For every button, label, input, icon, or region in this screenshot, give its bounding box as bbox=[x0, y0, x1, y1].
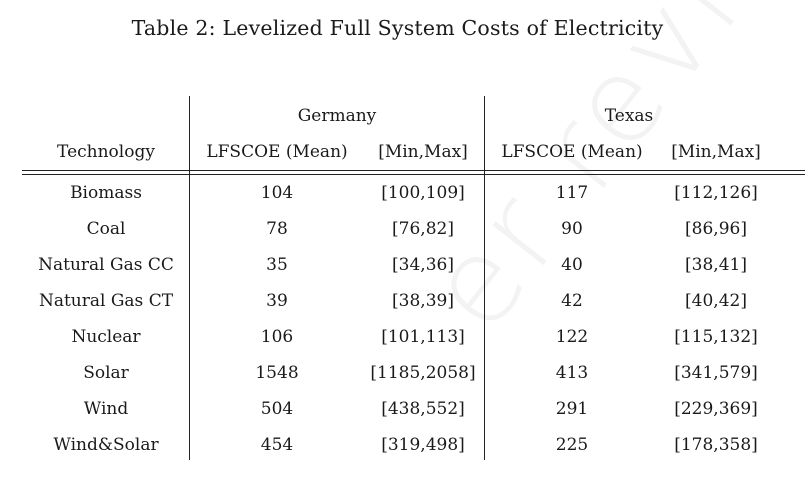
column-header-texas-range: [Min,Max] bbox=[671, 142, 761, 162]
column-header-texas-mean: LFSCOE (Mean) bbox=[501, 142, 643, 162]
cell-texas-mean: 117 bbox=[555, 183, 589, 203]
column-separator bbox=[484, 96, 486, 460]
cell-texas-mean: 122 bbox=[555, 327, 589, 347]
column-header-technology: Technology bbox=[57, 142, 155, 162]
cell-germany-range: [38,39] bbox=[392, 291, 454, 311]
cell-texas-mean: 291 bbox=[555, 399, 589, 419]
cell-texas-range: [112,126] bbox=[674, 183, 758, 203]
cell-technology: Coal bbox=[86, 219, 126, 239]
cell-technology: Natural Gas CT bbox=[38, 291, 174, 311]
cell-germany-mean: 104 bbox=[260, 183, 294, 203]
cell-texas-mean: 413 bbox=[555, 363, 589, 383]
cell-texas-range: [86,96] bbox=[685, 219, 747, 239]
column-header-germany-mean: LFSCOE (Mean) bbox=[206, 142, 348, 162]
cell-germany-range: [438,552] bbox=[381, 399, 465, 419]
cell-texas-range: [38,41] bbox=[685, 255, 747, 275]
cell-texas-mean: 90 bbox=[561, 219, 583, 239]
cell-germany-range: [319,498] bbox=[381, 435, 465, 455]
cell-texas-mean: 42 bbox=[561, 291, 583, 311]
cell-texas-range: [40,42] bbox=[685, 291, 747, 311]
header-rule-bottom bbox=[22, 174, 805, 176]
header-rule-top bbox=[22, 170, 805, 172]
group-header-texas: Texas bbox=[604, 106, 654, 126]
cell-texas-range: [115,132] bbox=[674, 327, 758, 347]
column-header-germany-range: [Min,Max] bbox=[378, 142, 468, 162]
cell-germany-mean: 39 bbox=[266, 291, 288, 311]
cell-germany-range: [76,82] bbox=[392, 219, 454, 239]
cell-technology: Wind&Solar bbox=[53, 435, 159, 455]
cell-technology: Natural Gas CC bbox=[38, 255, 174, 275]
cell-technology: Solar bbox=[83, 363, 129, 383]
cell-germany-mean: 106 bbox=[260, 327, 294, 347]
cell-germany-range: [1185,2058] bbox=[370, 363, 476, 383]
cell-texas-range: [229,369] bbox=[674, 399, 758, 419]
table-caption: Table 2: Levelized Full System Costs of … bbox=[131, 16, 664, 40]
cell-germany-range: [34,36] bbox=[392, 255, 454, 275]
cell-germany-mean: 35 bbox=[266, 255, 288, 275]
cell-germany-mean: 504 bbox=[260, 399, 294, 419]
column-separator bbox=[189, 96, 191, 460]
cell-texas-mean: 40 bbox=[561, 255, 583, 275]
group-header-germany: Germany bbox=[297, 106, 377, 126]
cell-texas-mean: 225 bbox=[555, 435, 589, 455]
cell-texas-range: [178,358] bbox=[674, 435, 758, 455]
cell-texas-range: [341,579] bbox=[674, 363, 758, 383]
cell-germany-range: [101,113] bbox=[381, 327, 465, 347]
cell-technology: Wind bbox=[83, 399, 129, 419]
cell-technology: Nuclear bbox=[71, 327, 141, 347]
cell-germany-range: [100,109] bbox=[381, 183, 465, 203]
cell-technology: Biomass bbox=[70, 183, 142, 203]
cell-germany-mean: 78 bbox=[266, 219, 288, 239]
cell-germany-mean: 1548 bbox=[255, 363, 299, 383]
cell-germany-mean: 454 bbox=[260, 435, 294, 455]
